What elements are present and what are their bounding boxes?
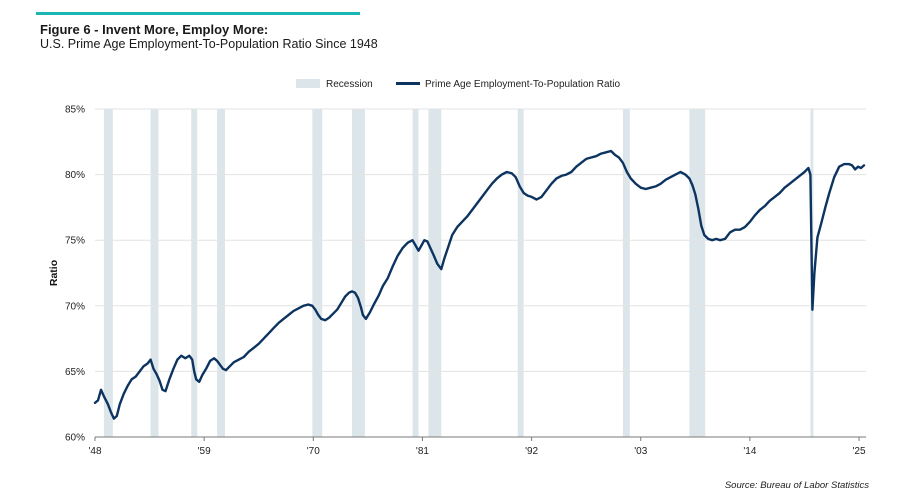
x-tick-label: '81 (416, 446, 429, 457)
recession-band (191, 109, 198, 437)
recession-band (689, 109, 706, 437)
recession-band (103, 109, 113, 437)
y-axis-label: Ratio (48, 260, 60, 286)
recession-band (412, 109, 419, 437)
legend-label-ratio: Prime Age Employment-To-Population Ratio (425, 79, 621, 90)
y-tick-label: 80% (65, 170, 85, 181)
x-tick-label: '48 (88, 446, 101, 457)
series-line (93, 149, 866, 420)
figure-subtitle: U.S. Prime Age Employment-To-Population … (40, 37, 378, 51)
recession-band (517, 109, 524, 437)
recession-band (217, 109, 225, 437)
x-tick-label: '14 (743, 446, 756, 457)
legend-swatch-recession (296, 79, 320, 88)
recession-band (428, 109, 442, 437)
accent-bar (36, 12, 360, 15)
y-tick-label: 70% (65, 301, 85, 312)
x-tick-label: '59 (198, 446, 211, 457)
y-tick-label: 85% (65, 105, 85, 116)
figure-title: Figure 6 - Invent More, Employ More: (40, 22, 269, 37)
y-tick-label: 65% (65, 367, 85, 378)
x-tick-label: '70 (307, 446, 320, 457)
y-tick-label: 60% (65, 433, 85, 444)
legend-label-recession: Recession (326, 79, 373, 90)
x-tick-label: '03 (634, 446, 647, 457)
recession-band (352, 109, 365, 437)
x-tick-label: '25 (853, 446, 866, 457)
recession-band (150, 109, 159, 437)
legend: Recession Prime Age Employment-To-Populat… (296, 79, 621, 90)
y-tick-label: 75% (65, 236, 85, 247)
recession-band (622, 109, 630, 437)
source-note: Source: Bureau of Labor Statistics (724, 480, 869, 491)
recession-band (312, 109, 323, 437)
x-tick-label: '92 (525, 446, 538, 457)
